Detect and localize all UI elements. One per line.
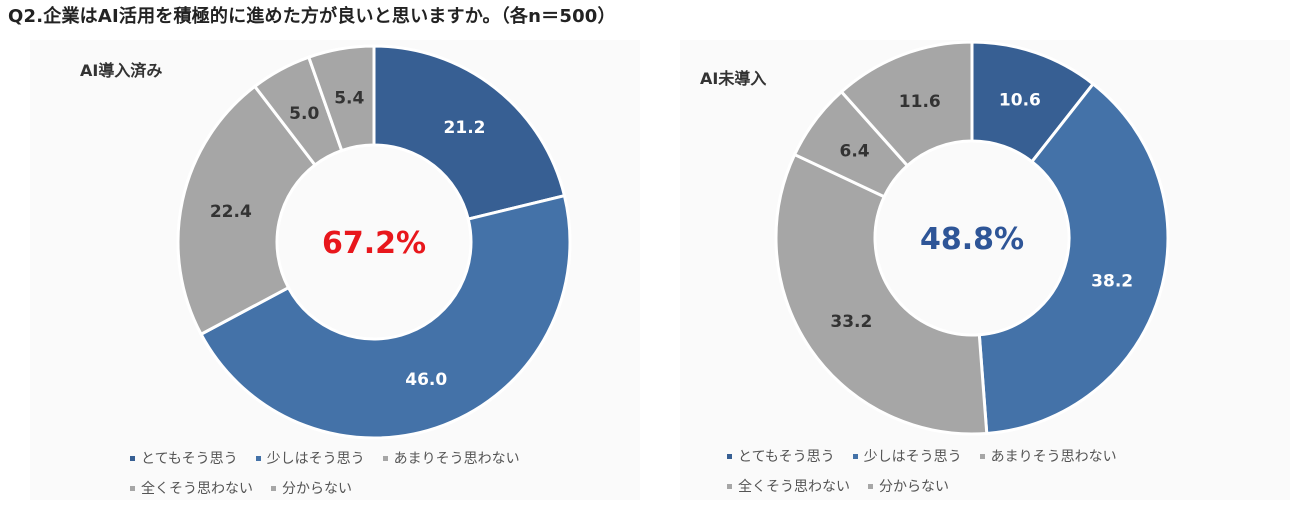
center-percentage-label: 67.2% <box>322 226 426 261</box>
legend-label: あまりそう思わない <box>990 449 1117 465</box>
legend-item-somewhat: 少しはそう思う <box>852 446 962 466</box>
slice-somewhat <box>977 81 1170 436</box>
slice-value-label: 11.6 <box>899 92 941 112</box>
legend-item-not-really: あまりそう思わない <box>979 446 1117 466</box>
slice-dont-know <box>306 44 376 153</box>
legend-item-not-at-all: 全くそう思わない <box>130 478 253 498</box>
slice-value-label: 5.4 <box>334 89 364 109</box>
legend-item-dont-know: 分からない <box>271 478 352 498</box>
legend-swatch <box>868 483 873 489</box>
slice-value-label: 22.4 <box>210 202 252 222</box>
legend-label: 少しはそう思う <box>863 449 962 465</box>
legend-swatch <box>382 455 388 461</box>
legend-label: とてもそう思う <box>141 451 238 467</box>
legend-item-dont-know: 分からない <box>868 476 949 496</box>
chart-title-ai-not-adopted: AI未導入 <box>700 69 767 88</box>
legend-item-somewhat: 少しはそう思う <box>255 448 365 468</box>
center-percentage-label: 48.8% <box>920 222 1024 257</box>
legend-swatch <box>271 485 276 491</box>
legend-swatch <box>727 483 732 489</box>
legend-swatch <box>852 453 858 459</box>
legend-label: 分からない <box>879 479 949 495</box>
donut-chart-ai-adopted: 21.2 46.0 22.4 5.0 5.4 67.2% <box>176 44 572 440</box>
legend-ai-not-adopted: とてもそう思う 少しはそう思う あまりそう思わない 全くそう思わない 分からない <box>727 441 1135 500</box>
slice-value-label: 6.4 <box>840 141 870 161</box>
legend-label: 少しはそう思う <box>266 451 365 467</box>
slice-value-label: 38.2 <box>1091 272 1133 292</box>
legend-label: 全くそう思わない <box>738 479 850 495</box>
legend-label: 全くそう思わない <box>141 481 253 497</box>
legend-item-very-much: とてもそう思う <box>727 446 835 466</box>
legend-label: 分からない <box>282 481 352 497</box>
slice-dont-know <box>839 40 974 168</box>
chart-title-ai-adopted: AI導入済み <box>80 61 163 80</box>
slice-value-label: 10.6 <box>999 91 1041 111</box>
slice-value-label: 33.2 <box>830 312 872 332</box>
legend-swatch <box>255 455 261 461</box>
legend-item-very-much: とてもそう思う <box>130 448 238 468</box>
slice-very-much <box>372 44 567 221</box>
slice-not-really <box>176 84 318 337</box>
legend-swatch <box>727 453 732 459</box>
legend-item-not-at-all: 全くそう思わない <box>727 476 850 496</box>
legend-swatch <box>130 455 135 461</box>
slice-somewhat <box>199 193 572 440</box>
legend-swatch <box>130 485 135 491</box>
question-heading: Q2.企業はAI活用を積極的に進めた方が良いと思いますか。（各n＝500） <box>8 6 616 27</box>
chart-panel-ai-adopted: AI導入済み 21.2 46.0 22.4 5.0 5.4 67.2% とてもそう思う 少… <box>30 40 640 500</box>
donut-chart-ai-not-adopted: 10.6 38.2 33.2 6.4 11.6 48.8% <box>774 40 1170 436</box>
legend-label: とてもそう思う <box>738 449 835 465</box>
slice-not-really <box>774 152 989 436</box>
legend-label: あまりそう思わない <box>393 451 520 467</box>
legend-item-not-really: あまりそう思わない <box>382 448 520 468</box>
legend-ai-adopted: とてもそう思う 少しはそう思う あまりそう思わない 全くそう思わない 分からない <box>130 443 538 500</box>
slice-value-label: 5.0 <box>289 104 319 124</box>
chart-panel-ai-not-adopted: AI未導入 10.6 38.2 33.2 6.4 11.6 48.8% とてもそう思う 少… <box>680 40 1290 500</box>
legend-swatch <box>979 453 985 459</box>
slice-value-label: 21.2 <box>444 118 486 138</box>
slice-value-label: 46.0 <box>405 370 447 390</box>
